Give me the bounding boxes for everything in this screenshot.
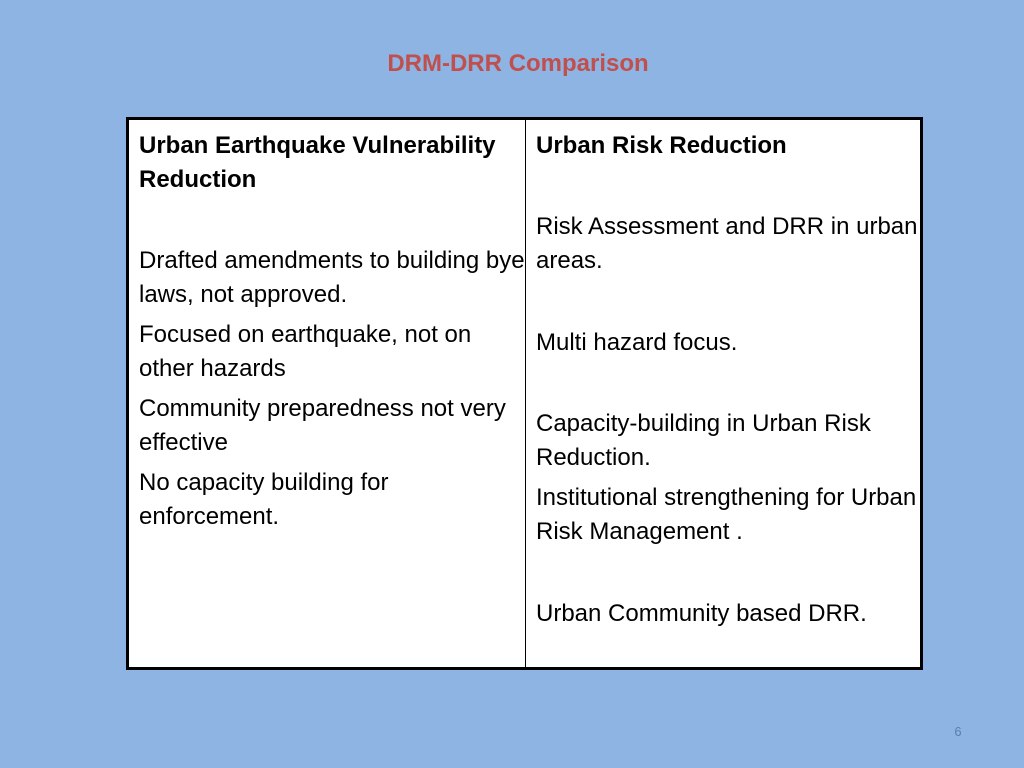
drr-item-capacity-building: Capacity-building in Urban Risk Reductio… [536, 410, 871, 471]
comparison-table: Urban Earthquake Vulnerability Reduction… [126, 117, 923, 670]
drr-item-community-based-drr: Urban Community based DRR. [536, 600, 867, 627]
drr-item-institutional-strengthening: Institutional strengthening for Urban Ri… [536, 484, 917, 545]
drm-item-building-bye-laws: Drafted amendments to building bye laws,… [139, 247, 525, 308]
drm-column-heading: Urban Earthquake Vulnerability Reduction [139, 132, 496, 193]
drr-item-risk-assessment: Risk Assessment and DRR in urban areas. [536, 213, 918, 274]
slide-title: DRM-DRR Comparison [387, 50, 649, 77]
drr-item-multi-hazard: Multi hazard focus. [536, 329, 738, 356]
drr-column-heading: Urban Risk Reduction [536, 132, 787, 159]
drr-column: Urban Risk Reduction Risk Assessment and… [526, 120, 920, 667]
drm-item-community-preparedness: Community preparedness not very effectiv… [139, 395, 506, 456]
page-number: 6 [954, 724, 962, 739]
drm-item-capacity-building: No capacity building for enforcement. [139, 469, 389, 530]
drm-column: Urban Earthquake Vulnerability Reduction… [129, 120, 526, 667]
drm-item-earthquake-focus: Focused on earthquake, not on other haza… [139, 321, 472, 382]
